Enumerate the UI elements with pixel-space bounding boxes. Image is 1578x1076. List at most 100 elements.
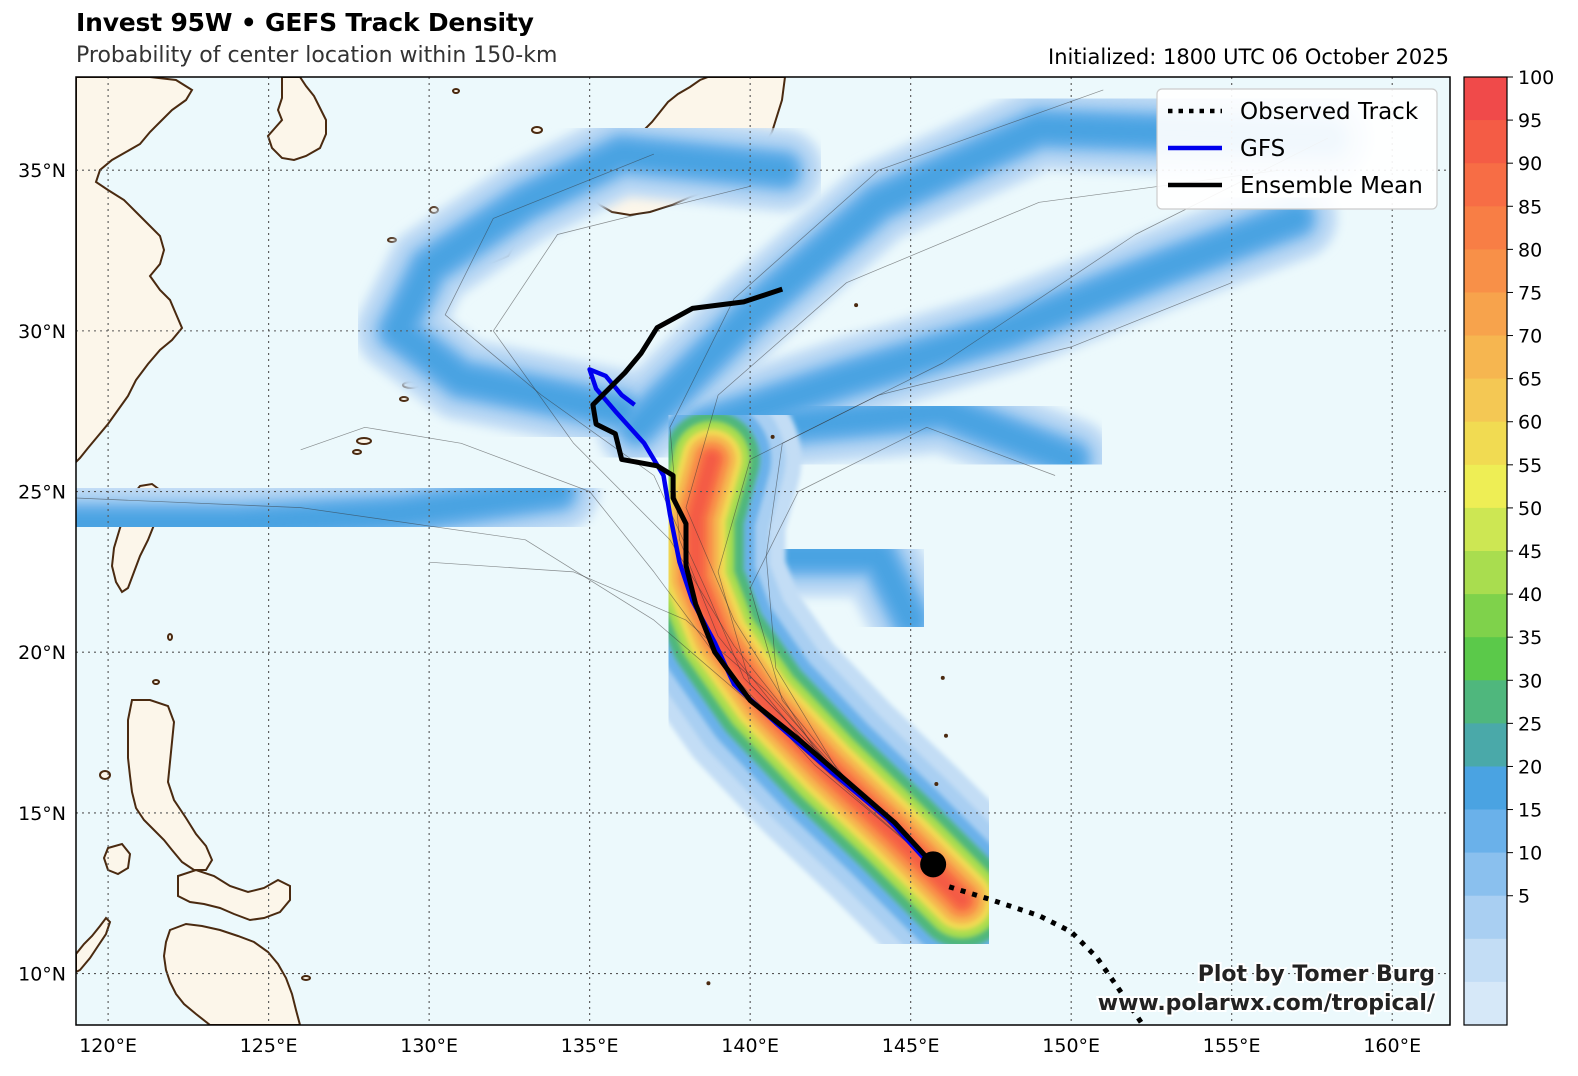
map-frame <box>75 76 1451 1026</box>
colorbar-segment <box>1464 809 1507 854</box>
member-track <box>76 497 934 865</box>
colorbar-segment <box>1464 120 1507 164</box>
colorbar-tick-label: 45 <box>1518 541 1542 563</box>
land-islet <box>356 437 372 445</box>
colorbar-segment <box>1464 292 1507 337</box>
colorbar-segment <box>1464 421 1507 466</box>
colorbar-tick-label: 80 <box>1518 239 1542 261</box>
land-visayas <box>177 868 291 922</box>
lon-tick-label: 120°E <box>79 1035 137 1057</box>
land-korea <box>266 77 327 162</box>
colorbar-segment <box>1464 680 1507 724</box>
legend-label-gfs: GFS <box>1240 136 1285 162</box>
colorbar-tick-label: 60 <box>1518 412 1542 434</box>
gridlines <box>76 77 1450 1025</box>
lat-tick-label: 30°N <box>18 321 66 343</box>
lon-tick-label: 145°E <box>882 1035 940 1057</box>
colorbar-segment <box>1464 163 1507 207</box>
lat-tick-label: 25°N <box>18 482 66 504</box>
member-track <box>765 137 1329 865</box>
land-islet <box>387 237 397 243</box>
colorbar-tick-label: 75 <box>1518 282 1542 304</box>
lon-tick-label: 125°E <box>240 1035 298 1057</box>
islet <box>940 675 945 680</box>
colorbar-segment <box>1464 895 1507 940</box>
land-islet <box>399 396 409 402</box>
lat-tick-label: 20°N <box>18 642 66 664</box>
current-position-marker <box>920 851 947 878</box>
colorbar-segment <box>1464 594 1507 638</box>
colorbar-segment <box>1464 723 1507 768</box>
density-branch <box>771 544 922 632</box>
lon-tick-label: 135°E <box>561 1035 619 1057</box>
lat-tick-label: 35°N <box>18 160 66 182</box>
land-islet <box>99 770 111 780</box>
legend-box <box>1156 88 1438 210</box>
chart-title: Invest 95W • GEFS Track Density <box>76 8 534 37</box>
land-islet <box>301 975 311 981</box>
colorbar-segment <box>1464 335 1507 380</box>
colorbar-tick-label: 70 <box>1518 326 1542 348</box>
land-islet <box>429 206 439 214</box>
credit: Plot by Tomer Burg www.polarwx.com/tropi… <box>1096 960 1438 1018</box>
colorbar-tick-label: 90 <box>1518 153 1542 175</box>
colorbar-tick-label: 10 <box>1518 843 1542 865</box>
lon-tick-label: 155°E <box>1203 1035 1261 1057</box>
member-track <box>685 169 1280 865</box>
legend-label-observed: Observed Track <box>1240 99 1419 125</box>
credit-line-1: Plot by Tomer Burg <box>1198 962 1435 987</box>
legend-label-ensemble-mean: Ensemble Mean <box>1240 173 1423 199</box>
colorbar-tick-label: 65 <box>1518 369 1542 391</box>
islet <box>934 781 939 786</box>
observed-track <box>948 884 1146 1025</box>
land-islet <box>452 88 460 94</box>
ensemble-mean-track <box>590 286 935 866</box>
islet <box>770 434 775 439</box>
lon-tick-label: 150°E <box>1042 1035 1100 1057</box>
colorbar-segment <box>1464 637 1507 681</box>
map-content <box>76 77 1450 1025</box>
islet <box>854 303 859 308</box>
colorbar-tick-label: 20 <box>1518 756 1542 778</box>
latitude-labels: 35°N 30°N 25°N 20°N 15°N 10°N <box>18 160 66 985</box>
lon-tick-label: 140°E <box>721 1035 779 1057</box>
colorbar-tick-label: 100 <box>1518 67 1554 89</box>
colorbar-segment <box>1464 206 1507 250</box>
colorbar-segment <box>1464 938 1507 983</box>
colorbar-segment <box>1464 981 1507 1026</box>
land-palawan <box>76 916 112 974</box>
longitude-labels: 120°E 125°E 130°E 135°E 140°E 145°E 150°E 155°E… <box>79 1035 1421 1057</box>
land-luzon <box>127 699 214 871</box>
colorbar: 100 95 90 85 80 75 70 65 60 55 50 45 40 35 30 25 20 15 10 5 <box>1463 67 1554 1026</box>
density-branch <box>76 480 569 535</box>
colorbar-tick-label: 85 <box>1518 196 1542 218</box>
colorbar-segment <box>1464 507 1507 552</box>
gfs-track <box>587 367 929 863</box>
land-china <box>76 77 194 464</box>
colorbar-segment <box>1464 551 1507 595</box>
colorbar-tick-label: 5 <box>1518 886 1530 908</box>
colorbar-segment <box>1464 852 1507 897</box>
colorbar-tick-label: 40 <box>1518 584 1542 606</box>
land-islet <box>531 126 543 134</box>
land-islet <box>152 679 160 685</box>
colorbar-tick-label: 50 <box>1518 498 1542 520</box>
colorbar-tick-label: 35 <box>1518 627 1542 649</box>
islet <box>706 981 711 986</box>
islet <box>943 733 948 738</box>
colorbar-tick-label: 25 <box>1518 713 1542 735</box>
colorbar-tick-label: 95 <box>1518 110 1542 132</box>
colorbar-segment <box>1464 77 1507 121</box>
legend: Observed Track GFS Ensemble Mean <box>1156 88 1438 210</box>
lat-tick-label: 15°N <box>18 803 66 825</box>
colorbar-tick-label: 15 <box>1518 800 1542 822</box>
chart-subtitle: Probability of center location within 15… <box>76 43 558 68</box>
land-islet <box>167 633 173 641</box>
colorbar-segment <box>1464 766 1507 811</box>
init-time: Initialized: 1800 UTC 06 October 2025 <box>1048 45 1449 69</box>
credit-line-2: www.polarwx.com/tropical/ <box>1098 991 1436 1016</box>
colorbar-segment <box>1464 378 1507 423</box>
member-track <box>300 426 934 865</box>
colorbar-segment <box>1464 249 1507 294</box>
